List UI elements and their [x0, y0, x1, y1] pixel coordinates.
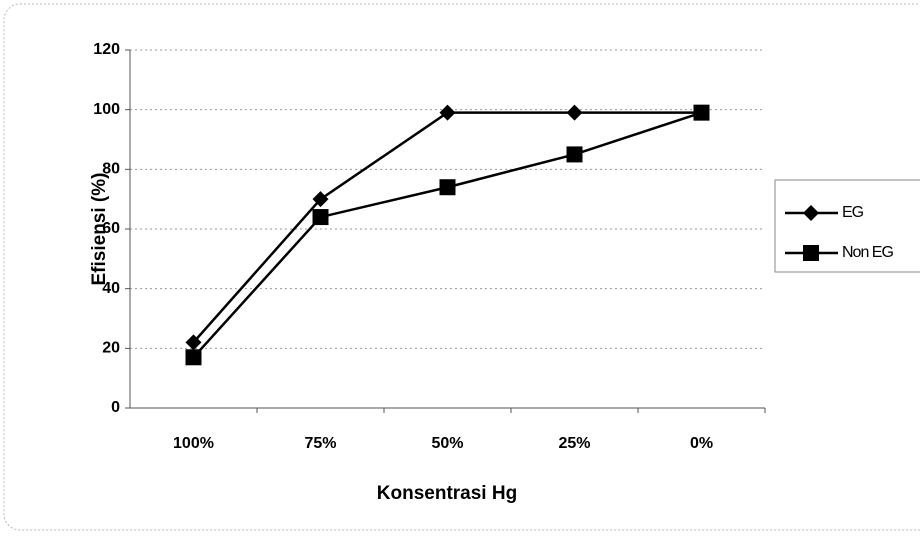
marker [439, 179, 456, 196]
x-tick-label: 25% [558, 435, 590, 452]
marker [312, 191, 329, 208]
x-tick-label: 50% [431, 435, 463, 452]
legend-marker [803, 245, 819, 261]
x-axis-title: Konsentrasi Hg [377, 483, 517, 504]
y-tick-label: 60 [102, 220, 120, 237]
y-tick-label: 120 [93, 41, 120, 58]
chart-border [3, 3, 920, 531]
x-tick-label: 0% [690, 435, 713, 452]
y-tick-label: 100 [93, 101, 120, 118]
legend-marker [803, 205, 819, 221]
marker [566, 146, 583, 163]
legend-label: Non EG [842, 244, 893, 261]
series-line [192, 111, 702, 344]
x-tick-label: 75% [304, 435, 336, 452]
marker [185, 349, 202, 366]
marker [185, 334, 202, 351]
marker [693, 104, 710, 121]
y-tick-label: 80 [102, 161, 120, 178]
x-tick-label: 100% [173, 435, 214, 452]
legend-label: EG [842, 204, 864, 221]
y-axis-title: Efisiensi (%) [89, 173, 110, 286]
marker [439, 104, 456, 121]
marker [566, 104, 583, 121]
marker [312, 209, 329, 226]
series-line [192, 111, 702, 359]
legend-box [774, 179, 920, 273]
y-tick-label: 20 [102, 340, 120, 357]
y-tick-label: 40 [102, 280, 120, 297]
y-tick-label: 0 [111, 399, 120, 416]
